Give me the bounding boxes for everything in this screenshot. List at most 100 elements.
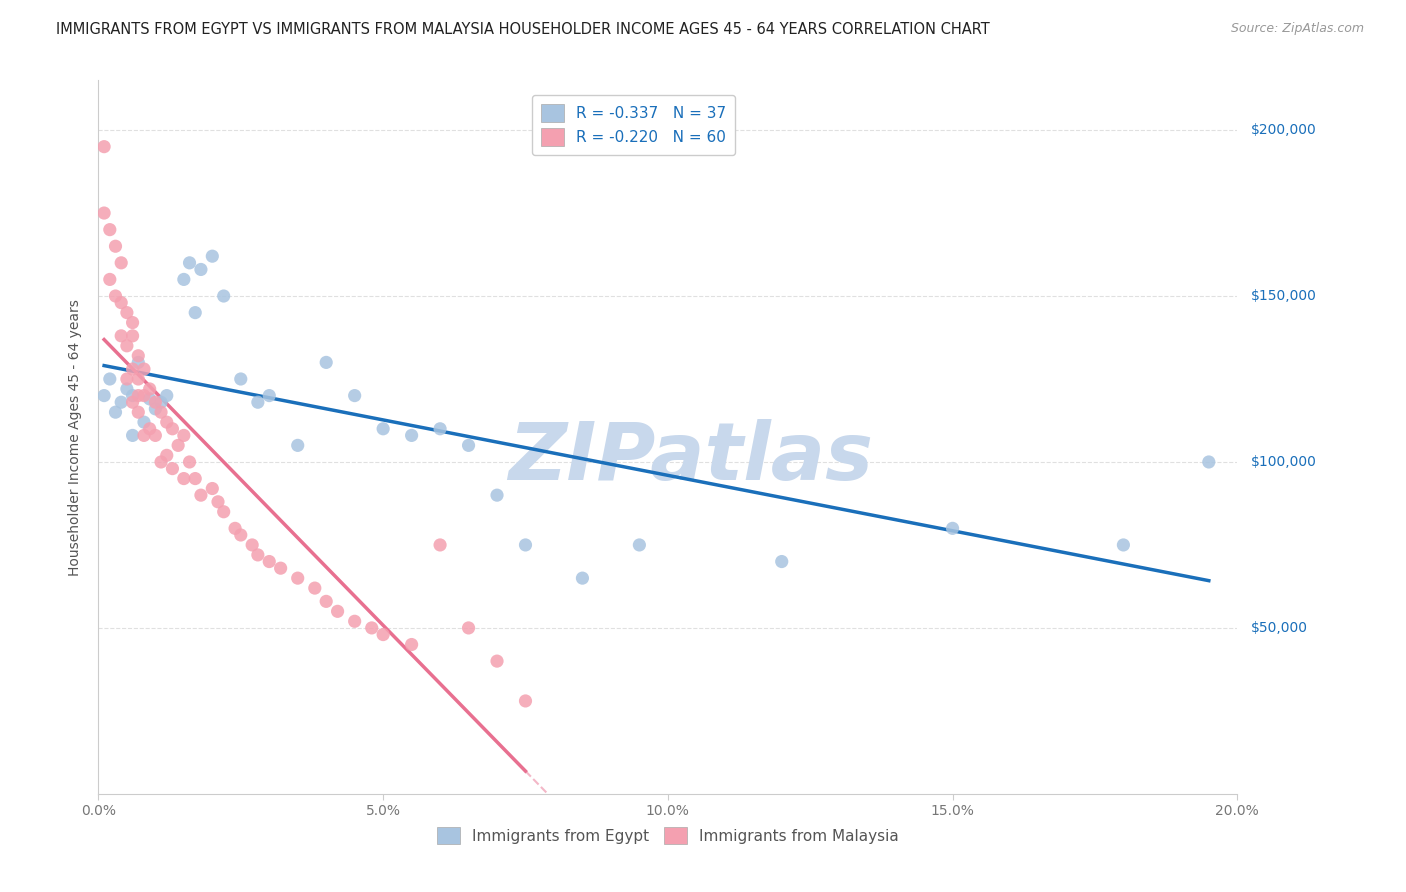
Point <box>429 538 451 552</box>
Point <box>132 428 155 442</box>
Text: $150,000: $150,000 <box>1251 289 1317 303</box>
Point <box>145 428 167 442</box>
Point <box>132 415 155 429</box>
Point <box>212 505 235 519</box>
Point <box>121 395 143 409</box>
Point <box>150 395 173 409</box>
Point <box>127 349 149 363</box>
Point <box>173 428 195 442</box>
Point <box>132 388 155 402</box>
Point <box>115 382 138 396</box>
Point <box>115 372 138 386</box>
Point <box>179 256 201 270</box>
Point <box>110 395 132 409</box>
Point <box>360 621 382 635</box>
Point <box>115 339 138 353</box>
Point <box>201 482 224 496</box>
Point <box>515 538 537 552</box>
Point <box>270 561 292 575</box>
Point <box>121 316 143 330</box>
Point <box>201 249 224 263</box>
Legend: Immigrants from Egypt, Immigrants from Malaysia: Immigrants from Egypt, Immigrants from M… <box>430 821 905 850</box>
Point <box>304 581 326 595</box>
Point <box>343 388 366 402</box>
Y-axis label: Householder Income Ages 45 - 64 years: Householder Income Ages 45 - 64 years <box>69 299 83 575</box>
Point <box>229 372 252 386</box>
Point <box>110 295 132 310</box>
Point <box>628 538 651 552</box>
Point <box>104 405 127 419</box>
Point <box>98 372 121 386</box>
Point <box>287 438 309 452</box>
Point <box>212 289 235 303</box>
Point <box>315 355 337 369</box>
Point <box>121 329 143 343</box>
Point <box>240 538 263 552</box>
Text: Source: ZipAtlas.com: Source: ZipAtlas.com <box>1230 22 1364 36</box>
Point <box>98 222 121 236</box>
Point <box>127 355 149 369</box>
Point <box>942 521 965 535</box>
Point <box>457 438 479 452</box>
Point <box>93 139 115 153</box>
Point <box>162 422 184 436</box>
Point <box>127 372 149 386</box>
Point <box>259 555 281 569</box>
Point <box>145 395 167 409</box>
Point <box>224 521 246 535</box>
Point <box>1198 455 1220 469</box>
Point <box>138 392 160 406</box>
Point <box>104 289 127 303</box>
Point <box>246 548 269 562</box>
Point <box>104 239 127 253</box>
Point <box>190 262 212 277</box>
Point <box>343 615 366 629</box>
Point <box>401 638 423 652</box>
Point <box>486 488 509 502</box>
Point <box>115 305 138 319</box>
Point <box>173 272 195 286</box>
Point <box>150 455 173 469</box>
Text: ZIPatlas: ZIPatlas <box>508 419 873 498</box>
Point <box>429 422 451 436</box>
Point <box>167 438 190 452</box>
Point <box>93 206 115 220</box>
Point <box>207 495 229 509</box>
Point <box>1112 538 1135 552</box>
Point <box>121 388 143 402</box>
Point <box>770 555 793 569</box>
Point <box>457 621 479 635</box>
Point <box>121 428 143 442</box>
Point <box>315 594 337 608</box>
Point <box>373 422 395 436</box>
Text: $200,000: $200,000 <box>1251 123 1317 137</box>
Point <box>259 388 281 402</box>
Point <box>156 415 179 429</box>
Point <box>127 388 149 402</box>
Point <box>173 472 195 486</box>
Point <box>121 362 143 376</box>
Point <box>515 694 537 708</box>
Point <box>110 256 132 270</box>
Point <box>486 654 509 668</box>
Point <box>229 528 252 542</box>
Point <box>132 362 155 376</box>
Point <box>156 388 179 402</box>
Point <box>184 305 207 319</box>
Point <box>145 401 167 416</box>
Point <box>190 488 212 502</box>
Point <box>326 604 349 618</box>
Point <box>110 329 132 343</box>
Point <box>156 448 179 462</box>
Point <box>571 571 593 585</box>
Point <box>98 272 121 286</box>
Text: $50,000: $50,000 <box>1251 621 1308 635</box>
Point <box>287 571 309 585</box>
Point <box>246 395 269 409</box>
Point <box>401 428 423 442</box>
Point <box>138 382 160 396</box>
Point <box>138 422 160 436</box>
Point <box>127 405 149 419</box>
Point <box>179 455 201 469</box>
Point <box>162 461 184 475</box>
